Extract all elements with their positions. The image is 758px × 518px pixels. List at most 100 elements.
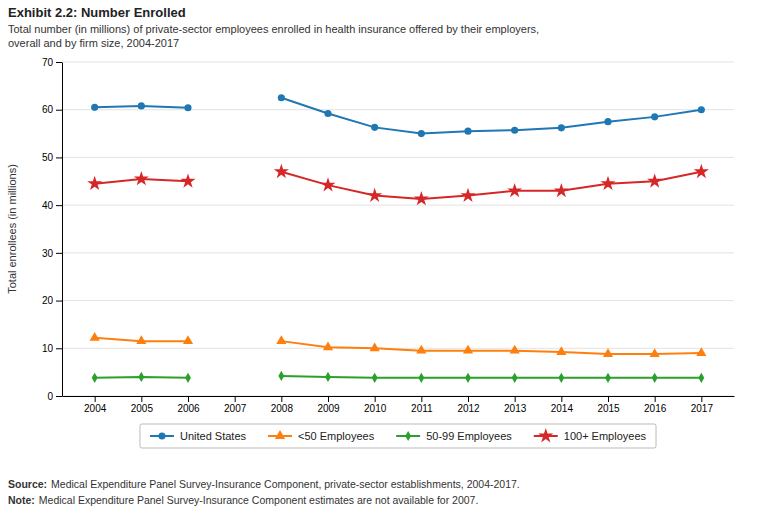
legend-label: United States bbox=[180, 430, 247, 442]
x-tick-mark bbox=[235, 396, 236, 402]
annotation-heading: Note: bbox=[8, 494, 35, 506]
y-axis-line bbox=[62, 63, 63, 397]
point bbox=[185, 373, 191, 383]
point bbox=[418, 130, 425, 137]
x-axis: 2004200520062007200820092010201120122013… bbox=[63, 396, 735, 414]
y-axis: 0 10 20 30 40 50 60 70 bbox=[42, 57, 63, 402]
x-tick-mark bbox=[328, 396, 329, 402]
point bbox=[90, 332, 100, 341]
point bbox=[414, 191, 429, 205]
y-tick-mark bbox=[56, 348, 62, 349]
point bbox=[87, 176, 102, 190]
y-tick-mark bbox=[56, 301, 62, 302]
series bbox=[91, 94, 705, 137]
x-tick-label: 2009 bbox=[317, 403, 340, 414]
x-tick: 2013 bbox=[504, 396, 527, 414]
point bbox=[460, 188, 475, 202]
point bbox=[138, 102, 145, 109]
point bbox=[556, 346, 566, 355]
point bbox=[554, 183, 569, 197]
x-tick-mark bbox=[375, 396, 376, 402]
x-tick-mark bbox=[515, 396, 516, 402]
subtitle: overall and by firm size, 2004-2017 bbox=[8, 37, 179, 49]
x-tick-label: 2016 bbox=[644, 403, 667, 414]
x-tick-label: 2007 bbox=[224, 403, 247, 414]
plot: 2004200520062007200820092010201120122013… bbox=[42, 57, 735, 414]
x-tick: 2011 bbox=[411, 396, 433, 414]
x-tick-mark bbox=[421, 396, 422, 402]
x-tick-mark bbox=[188, 396, 189, 402]
x-tick-label: 2010 bbox=[364, 403, 387, 414]
x-tick-mark bbox=[95, 396, 96, 402]
x-tick-label: 2011 bbox=[411, 403, 433, 414]
y-axis-title: Total enrollees (in millions) bbox=[6, 164, 18, 294]
legend-symbol bbox=[275, 430, 285, 439]
y-tick: 50 bbox=[42, 152, 62, 163]
x-axis-line bbox=[63, 396, 735, 397]
point bbox=[274, 164, 289, 178]
legend-label: 50-99 Employees bbox=[426, 430, 512, 442]
series-line bbox=[95, 172, 702, 199]
legend-symbol bbox=[405, 431, 411, 441]
y-tick-mark bbox=[56, 253, 62, 254]
x-tick-mark bbox=[655, 396, 656, 402]
point bbox=[603, 348, 613, 357]
point bbox=[276, 335, 286, 344]
grid-line bbox=[62, 252, 734, 253]
point bbox=[558, 373, 564, 383]
y-tick-label: 60 bbox=[42, 104, 54, 115]
y-tick: 0 bbox=[47, 391, 62, 402]
x-tick-label: 2017 bbox=[691, 403, 714, 414]
point bbox=[278, 94, 285, 101]
point bbox=[558, 124, 565, 131]
point bbox=[511, 127, 518, 134]
point bbox=[651, 113, 658, 120]
x-tick-mark bbox=[468, 396, 469, 402]
point bbox=[698, 373, 704, 383]
grid-line bbox=[62, 300, 734, 301]
legend-item: 50-99 Employees bbox=[396, 430, 512, 442]
point bbox=[325, 372, 331, 382]
y-tick-label: 70 bbox=[42, 57, 54, 68]
y-tick-mark bbox=[56, 157, 62, 158]
point bbox=[510, 345, 520, 354]
point bbox=[652, 373, 658, 383]
point bbox=[647, 173, 662, 187]
x-tick: 2006 bbox=[177, 396, 200, 414]
x-tick: 2004 bbox=[84, 396, 107, 414]
point bbox=[600, 176, 615, 190]
point bbox=[367, 188, 382, 202]
x-tick-label: 2006 bbox=[177, 403, 200, 414]
series bbox=[90, 332, 707, 357]
annotation-text: Medical Expenditure Panel Survey-Insuran… bbox=[51, 478, 520, 490]
point bbox=[370, 342, 380, 351]
legend-frame bbox=[140, 424, 656, 448]
point bbox=[604, 118, 611, 125]
point bbox=[138, 372, 144, 382]
point bbox=[463, 345, 473, 354]
point bbox=[465, 373, 471, 383]
x-tick: 2014 bbox=[551, 396, 574, 414]
y-tick-label: 30 bbox=[42, 248, 54, 259]
y-tick: 10 bbox=[42, 343, 62, 354]
title: Exhibit 2.2: Number Enrolled bbox=[8, 5, 186, 20]
point bbox=[92, 373, 98, 383]
legend-item: 100+ Employees bbox=[534, 428, 647, 442]
y-tick-label: 20 bbox=[42, 295, 54, 306]
legend-label: <50 Employees bbox=[298, 430, 375, 442]
annotation: Note:Medical Expenditure Panel Survey-In… bbox=[8, 494, 478, 506]
x-tick: 2009 bbox=[317, 396, 340, 414]
series-line bbox=[95, 98, 702, 134]
grid bbox=[62, 62, 734, 396]
y-tick: 20 bbox=[42, 295, 62, 306]
point bbox=[694, 164, 709, 178]
chart: Exhibit 2.2: Number EnrolledTotal number… bbox=[0, 0, 758, 518]
point bbox=[320, 177, 335, 191]
x-tick: 2007 bbox=[224, 396, 247, 414]
y-tick: 40 bbox=[42, 200, 62, 211]
point bbox=[371, 124, 378, 131]
x-tick-mark bbox=[281, 396, 282, 402]
x-tick-label: 2008 bbox=[271, 403, 294, 414]
y-tick: 60 bbox=[42, 104, 62, 115]
annotation-heading: Source: bbox=[8, 478, 47, 490]
